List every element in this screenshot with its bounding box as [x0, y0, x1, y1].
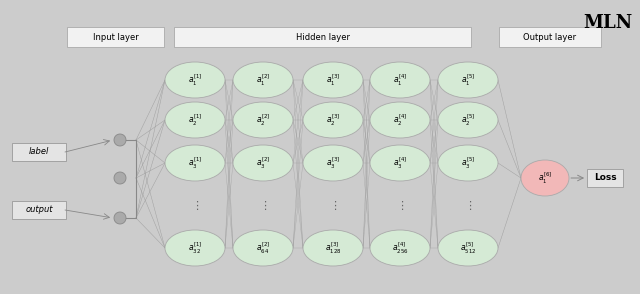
Text: output: output — [25, 206, 52, 215]
Text: $a^{[4]}_{256}$: $a^{[4]}_{256}$ — [392, 240, 408, 256]
Text: $a^{[3]}_{1}$: $a^{[3]}_{1}$ — [326, 72, 340, 88]
Text: $a^{[2]}_{1}$: $a^{[2]}_{1}$ — [256, 72, 270, 88]
FancyBboxPatch shape — [12, 143, 66, 161]
FancyBboxPatch shape — [587, 169, 623, 187]
Ellipse shape — [438, 230, 498, 266]
Ellipse shape — [233, 230, 293, 266]
Ellipse shape — [233, 102, 293, 138]
Ellipse shape — [438, 145, 498, 181]
Ellipse shape — [303, 102, 363, 138]
Ellipse shape — [370, 62, 430, 98]
Text: $a^{[2]}_{64}$: $a^{[2]}_{64}$ — [256, 240, 270, 256]
Ellipse shape — [233, 145, 293, 181]
Text: $a^{[2]}_{3}$: $a^{[2]}_{3}$ — [256, 155, 270, 171]
Ellipse shape — [370, 102, 430, 138]
Text: Input layer: Input layer — [93, 33, 138, 41]
Text: Hidden layer: Hidden layer — [296, 33, 349, 41]
Ellipse shape — [233, 62, 293, 98]
Text: $a^{[3]}_{128}$: $a^{[3]}_{128}$ — [324, 240, 341, 256]
Text: $a^{[1]}_{1}$: $a^{[1]}_{1}$ — [188, 72, 202, 88]
Text: $a^{[4]}_{2}$: $a^{[4]}_{2}$ — [393, 112, 407, 128]
Text: Output layer: Output layer — [524, 33, 577, 41]
Text: $a^{[3]}_{2}$: $a^{[3]}_{2}$ — [326, 112, 340, 128]
Ellipse shape — [303, 145, 363, 181]
Text: $a^{[4]}_{1}$: $a^{[4]}_{1}$ — [393, 72, 407, 88]
FancyBboxPatch shape — [499, 27, 601, 47]
Ellipse shape — [303, 62, 363, 98]
Text: $a^{[1]}_{3}$: $a^{[1]}_{3}$ — [188, 155, 202, 171]
Text: $a^{[5]}_{2}$: $a^{[5]}_{2}$ — [461, 112, 475, 128]
Ellipse shape — [438, 102, 498, 138]
Text: $\vdots$: $\vdots$ — [259, 198, 267, 211]
Ellipse shape — [370, 145, 430, 181]
Ellipse shape — [165, 102, 225, 138]
Circle shape — [114, 172, 126, 184]
Text: $\vdots$: $\vdots$ — [464, 198, 472, 211]
FancyBboxPatch shape — [174, 27, 471, 47]
Circle shape — [114, 134, 126, 146]
FancyBboxPatch shape — [12, 201, 66, 219]
Ellipse shape — [370, 230, 430, 266]
Ellipse shape — [165, 230, 225, 266]
Text: $a^{[6]}_{1}$: $a^{[6]}_{1}$ — [538, 170, 552, 186]
Text: $a^{[3]}_{3}$: $a^{[3]}_{3}$ — [326, 155, 340, 171]
Text: Loss: Loss — [594, 173, 616, 183]
Ellipse shape — [165, 62, 225, 98]
Text: $\vdots$: $\vdots$ — [396, 198, 404, 211]
Ellipse shape — [438, 62, 498, 98]
Circle shape — [114, 212, 126, 224]
Text: $a^{[1]}_{2}$: $a^{[1]}_{2}$ — [188, 112, 202, 128]
Text: $a^{[5]}_{512}$: $a^{[5]}_{512}$ — [460, 240, 476, 256]
Text: label: label — [29, 148, 49, 156]
Text: MLN: MLN — [583, 14, 632, 32]
Ellipse shape — [521, 160, 569, 196]
Text: $a^{[2]}_{2}$: $a^{[2]}_{2}$ — [256, 112, 270, 128]
Ellipse shape — [303, 230, 363, 266]
Text: $a^{[5]}_{3}$: $a^{[5]}_{3}$ — [461, 155, 475, 171]
Text: $\vdots$: $\vdots$ — [329, 198, 337, 211]
Text: $\vdots$: $\vdots$ — [191, 198, 199, 211]
Text: $a^{[5]}_{1}$: $a^{[5]}_{1}$ — [461, 72, 475, 88]
FancyBboxPatch shape — [67, 27, 164, 47]
Text: $a^{[4]}_{3}$: $a^{[4]}_{3}$ — [393, 155, 407, 171]
Ellipse shape — [165, 145, 225, 181]
Text: $a^{[1]}_{32}$: $a^{[1]}_{32}$ — [188, 240, 202, 256]
